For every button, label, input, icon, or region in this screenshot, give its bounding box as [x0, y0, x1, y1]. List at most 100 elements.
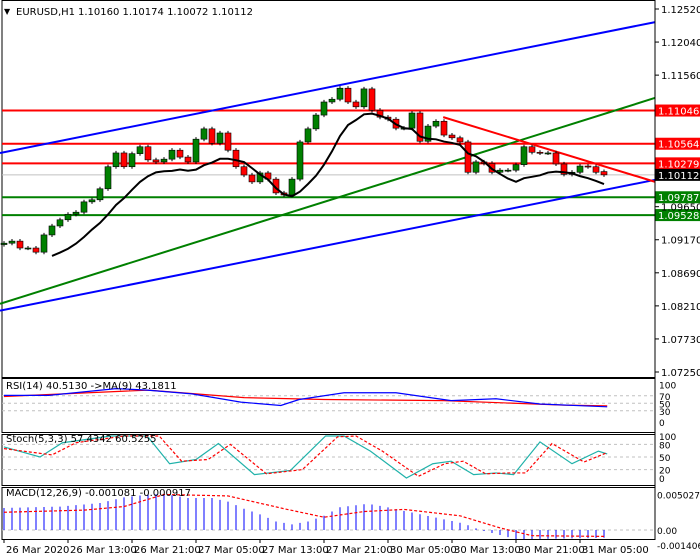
- collapse-arrow-icon[interactable]: ▼: [4, 7, 11, 16]
- candle-body: [576, 165, 584, 173]
- candle: [536, 150, 544, 156]
- candle: [424, 124, 432, 144]
- candle-body: [64, 213, 72, 221]
- stoch-signal-line: [3, 435, 608, 478]
- current-price-tag: [655, 168, 700, 181]
- candle-body: [456, 137, 464, 143]
- price-tag-label: 1.10564: [658, 140, 699, 151]
- candle: [416, 110, 424, 144]
- moving-average-line: [51, 112, 605, 257]
- candle-body: [320, 101, 328, 116]
- candle: [408, 110, 416, 131]
- candle-body: [232, 149, 240, 168]
- candle: [528, 144, 536, 155]
- candle: [552, 150, 560, 167]
- candle: [432, 119, 440, 129]
- rsi-label: RSI(14) 40.5130 ->MA(9) 43.1811: [6, 381, 177, 392]
- candle-body: [128, 153, 136, 168]
- price-tag: [655, 157, 700, 170]
- candle-body: [120, 152, 128, 168]
- candle: [64, 212, 72, 222]
- candle: [576, 163, 584, 175]
- rsi-level-label: 50: [659, 400, 671, 410]
- price-tag: [655, 104, 700, 117]
- candle: [224, 130, 232, 153]
- candle: [336, 86, 344, 102]
- green-trend-line[interactable]: [0, 96, 656, 305]
- price-tag: [655, 137, 700, 150]
- candle-body: [344, 87, 352, 103]
- candle-body: [176, 149, 184, 158]
- ohlc-label: 1.10160 1.10174 1.10072 1.10112: [78, 7, 253, 18]
- candle-body: [552, 152, 560, 165]
- upper-channel-line[interactable]: [0, 21, 656, 154]
- candle-body: [40, 234, 48, 253]
- candle: [184, 155, 192, 164]
- lower-channel-line[interactable]: [0, 178, 656, 312]
- candle-body: [88, 199, 96, 203]
- rsi-level-label: 0: [659, 419, 665, 429]
- price-tick-label: 1.09170: [661, 236, 700, 247]
- candle: [208, 126, 216, 146]
- candle: [32, 245, 40, 255]
- candle: [352, 99, 360, 109]
- candle-body: [112, 152, 120, 168]
- candle: [344, 86, 352, 105]
- level-lines: [2, 109, 655, 217]
- candle: [520, 144, 528, 167]
- current-price-label: 1.10112: [658, 171, 699, 182]
- candle: [544, 150, 552, 156]
- candle: [176, 148, 184, 160]
- candle-body: [584, 165, 592, 168]
- candle: [360, 86, 368, 109]
- pane-frames: [1, 0, 656, 540]
- candle-body: [464, 141, 472, 173]
- stoch-level-label: 0: [659, 475, 665, 485]
- candle-body: [144, 146, 152, 161]
- candle: [168, 148, 176, 162]
- candle: [600, 169, 608, 177]
- price-tag-label: 1.11046: [658, 107, 699, 118]
- candle: [80, 199, 88, 215]
- candle: [240, 164, 248, 178]
- candle-body: [152, 159, 160, 163]
- candle-body: [16, 240, 24, 249]
- candle: [200, 126, 208, 142]
- candle-body: [168, 149, 176, 160]
- candle: [144, 144, 152, 162]
- candle-body: [136, 146, 144, 154]
- time-tick-label: 26 Mar 13:00: [70, 545, 137, 556]
- candle-body: [200, 128, 208, 140]
- candle-body: [512, 164, 520, 171]
- candle: [512, 162, 520, 173]
- price-tag-label: 1.10279: [658, 159, 699, 170]
- macd-signal-line: [3, 493, 605, 537]
- price-tag: [655, 191, 700, 204]
- candle-body: [216, 132, 224, 144]
- trendlines[interactable]: [0, 21, 656, 312]
- time-tick-label: 30 Mar 13:00: [454, 545, 521, 556]
- candle-body: [408, 112, 416, 129]
- candle: [216, 130, 224, 146]
- candle-body: [288, 178, 296, 196]
- candle-body: [440, 120, 448, 136]
- macd-level-label: 0.00: [657, 527, 677, 537]
- candle: [296, 139, 304, 182]
- candle-body: [472, 161, 480, 173]
- candle: [128, 151, 136, 169]
- candles: [0, 86, 608, 257]
- stoch-level-label: 100: [659, 433, 676, 443]
- candle: [248, 172, 256, 184]
- candle: [24, 245, 32, 251]
- red-trend-line[interactable]: [442, 116, 656, 183]
- candle: [504, 168, 512, 173]
- candle-body: [0, 242, 8, 245]
- candle-body: [96, 188, 104, 201]
- candle-body: [72, 211, 80, 215]
- price-tick-label: 1.07730: [661, 335, 700, 346]
- candle-body: [416, 112, 424, 142]
- symbol-label: EURUSD,H1: [16, 7, 75, 18]
- candle-body: [600, 171, 608, 176]
- candle: [592, 164, 600, 175]
